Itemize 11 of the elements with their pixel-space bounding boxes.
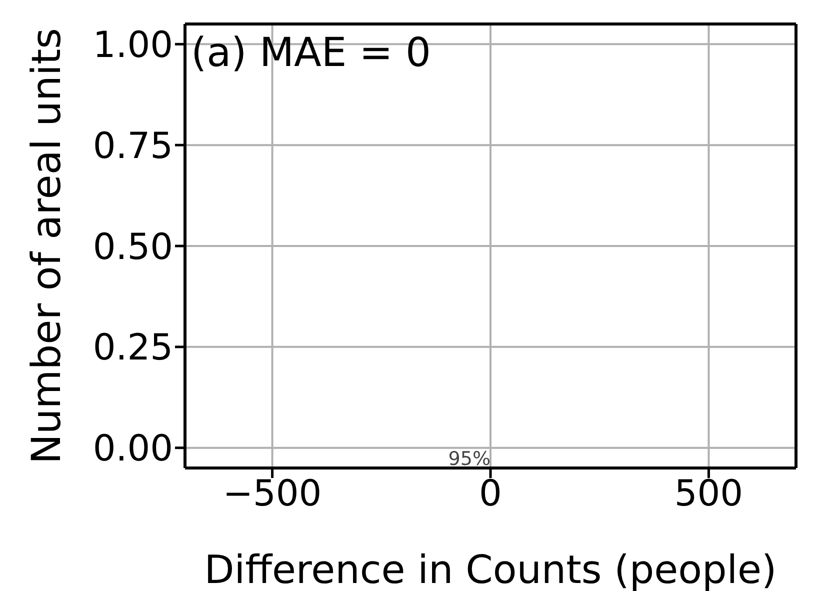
- y-tick-label: 0.75: [92, 126, 173, 167]
- annotation: (a) MAE = 0: [191, 30, 431, 76]
- y-tick-label: 1.00: [92, 24, 173, 66]
- y-tick-label: 0.25: [92, 328, 173, 369]
- y-tick-label: 0.50: [92, 226, 173, 268]
- y-axis-title: Number of areal units: [24, 28, 70, 464]
- x-tick-label: 500: [674, 474, 744, 515]
- annotation: 95%: [448, 448, 490, 470]
- y-tick-label: 0.00: [92, 428, 173, 470]
- x-tick-label: 0: [479, 474, 502, 515]
- x-tick-label: −500: [222, 474, 322, 515]
